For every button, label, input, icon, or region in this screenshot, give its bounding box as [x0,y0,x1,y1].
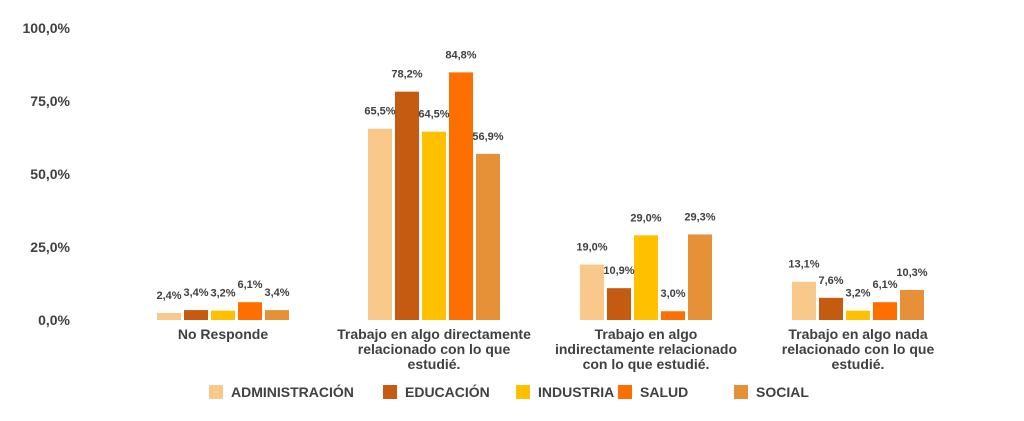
legend-label: ADMINISTRACIÓN [231,383,354,400]
legend-item: SOCIAL [734,384,809,400]
data-label: 56,9% [472,131,503,143]
category-label: con lo que estudié. [583,356,710,372]
data-label: 2,4% [156,290,181,302]
category-label: estudié. [408,356,461,372]
bar [395,91,419,320]
bar [265,310,289,320]
data-label: 6,1% [872,279,897,291]
legend-swatch [734,385,748,399]
y-tick-label: 0,0% [38,312,70,328]
category-label: indirectamente relacionado [555,341,737,357]
data-label: 13,1% [788,259,819,271]
y-axis: 0,0% 25,0% 50,0% 75,0% 100,0% [23,20,71,328]
legend-label: INDUSTRIA [538,384,614,400]
category-label: relacionado con lo que [782,341,935,357]
legend-item: EDUCACIÓN [383,383,490,400]
data-label: 64,5% [418,109,449,121]
y-tick-label: 75,0% [30,93,70,109]
bar [819,297,843,320]
legend-label: SALUD [640,384,688,400]
bar [846,310,870,320]
bar [368,128,392,320]
data-label: 29,3% [684,211,715,223]
bar [157,312,181,320]
category-label: No Responde [178,326,268,342]
bar [873,302,897,320]
category-label: Trabajo en algo [595,326,698,342]
bar [607,288,631,320]
data-label: 7,6% [818,275,843,287]
data-label: 19,0% [576,242,607,254]
legend-swatch [383,385,397,399]
bar [900,289,924,320]
data-label: 6,1% [237,279,262,291]
legend-swatch [516,385,530,399]
bar [238,302,262,320]
x-axis: No Responde Trabajo en algo directamenter… [178,326,935,372]
bars [157,72,924,320]
bar [422,131,446,320]
legend: ADMINISTRACIÓN EDUCACIÓN INDUSTRIA SALUD SOC… [209,383,809,400]
legend-label: SOCIAL [756,384,809,400]
data-label: 78,2% [391,69,422,81]
category-label: Trabajo en algo nada [788,326,927,342]
bar [449,72,473,320]
legend-label: EDUCACIÓN [405,383,490,400]
y-tick-label: 100,0% [23,20,71,36]
bar [688,234,712,320]
y-tick-label: 25,0% [30,239,70,255]
data-label: 3,4% [264,287,289,299]
bar [211,310,235,320]
bar [184,310,208,320]
category-label: estudié. [832,356,885,372]
bar [661,311,685,320]
data-labels: 2,4%65,5%19,0%13,1%3,4%78,2%10,9%7,6%3,2… [156,49,927,302]
data-label: 3,2% [845,288,870,300]
data-label: 84,8% [445,49,476,61]
data-label: 3,4% [183,287,208,299]
legend-swatch [209,385,223,399]
category-label: relacionado con lo que [358,341,511,357]
data-label: 10,9% [603,265,634,277]
legend-swatch [618,385,632,399]
data-label: 10,3% [896,267,927,279]
bar [634,235,658,320]
category-label: Trabajo en algo directamente [337,326,531,342]
legend-item: INDUSTRIA [516,384,614,400]
bar [792,281,816,320]
y-tick-label: 50,0% [30,166,70,182]
data-label: 29,0% [630,212,661,224]
data-label: 65,5% [364,106,395,118]
data-label: 3,0% [660,288,685,300]
bar [580,264,604,320]
legend-item: ADMINISTRACIÓN [209,383,354,400]
legend-item: SALUD [618,384,688,400]
data-label: 3,2% [210,288,235,300]
bar [476,153,500,320]
